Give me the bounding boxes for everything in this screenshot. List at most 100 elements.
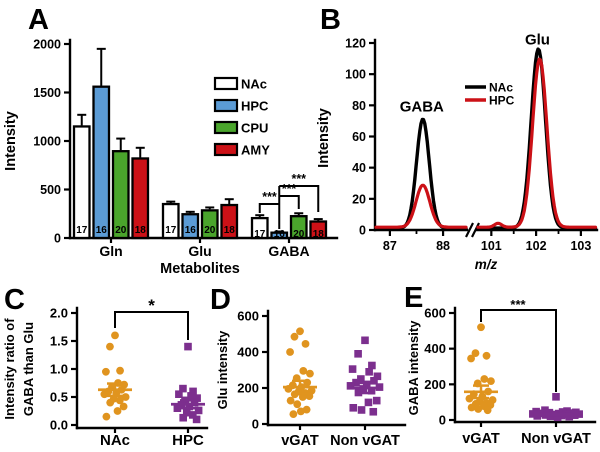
sig-bracket xyxy=(279,185,320,212)
y-axis-title: Intensity xyxy=(316,108,332,168)
scatter-point xyxy=(106,342,114,351)
bar-count-label: 18 xyxy=(224,225,236,236)
x-tick-label: 101 xyxy=(481,239,502,253)
scatter-point xyxy=(368,361,376,370)
scatter-point xyxy=(477,323,485,332)
scatter-point xyxy=(365,368,373,376)
scatter-point xyxy=(179,384,187,393)
category-label: vGAT xyxy=(462,431,500,447)
peak-label-glu: Glu xyxy=(525,32,550,49)
bar-gaba-amy xyxy=(309,220,328,240)
bar-glu-hpc xyxy=(181,213,200,240)
scatter-point xyxy=(487,377,495,386)
scatter-point xyxy=(474,405,483,413)
y-tick-label: 600 xyxy=(424,306,446,321)
y-axis-title: Intensity xyxy=(3,111,19,171)
scatter-point xyxy=(529,410,537,418)
scatter-point xyxy=(552,393,560,401)
legend-label-amy: AMY xyxy=(241,143,270,158)
scatter-point xyxy=(289,410,298,418)
scatter-point xyxy=(483,406,492,415)
legend-label-hpc: HPC xyxy=(241,99,269,114)
scatter-point xyxy=(480,375,489,383)
scatter-point xyxy=(299,367,308,375)
panel-label-e: E xyxy=(404,282,424,314)
scatter-point xyxy=(190,398,199,407)
legend-label-nac: NAc xyxy=(489,81,513,95)
sig-stars: *** xyxy=(510,297,526,312)
bar-count-label: 17 xyxy=(165,225,177,236)
y-tick-label: 0 xyxy=(439,413,446,428)
sig-bracket xyxy=(480,309,557,392)
peak-label-gaba: GABA xyxy=(400,99,444,116)
y-tick-label: 200 xyxy=(424,377,446,392)
category-label: Non vGAT xyxy=(521,431,591,447)
scatter-point xyxy=(111,331,119,340)
scatter-point xyxy=(187,392,195,400)
panel-label-c: C xyxy=(4,284,25,316)
axis-break-icon xyxy=(471,222,480,238)
scatter-point xyxy=(116,366,124,375)
panel-d-dot-plot: 0 200 400 600 Glu intensity vGAT Non vGAT xyxy=(215,309,407,449)
scatter-point xyxy=(100,390,109,399)
panel-c-dot-plot: 0.0 0.5 1.0 1.5 2.0 Intensity ratio of GABA th… xyxy=(2,296,209,449)
y-tick-label: 0.5 xyxy=(50,390,68,405)
scatter-point xyxy=(354,350,362,358)
scatter-point xyxy=(194,406,203,415)
scatter-point xyxy=(467,403,476,412)
legend-swatch-nac xyxy=(213,76,239,91)
scatter-point xyxy=(352,378,360,387)
scatter-point xyxy=(296,407,305,416)
category-label: NAc xyxy=(100,432,130,449)
y-axis-title: GABA than Glu xyxy=(21,322,36,416)
scatter-point xyxy=(533,412,542,420)
scatter-point xyxy=(373,372,382,381)
y-tick-label: 0 xyxy=(359,224,366,238)
bar-count-label: 16 xyxy=(274,229,286,240)
scatter-point xyxy=(113,407,122,415)
sig-stars: *** xyxy=(262,190,277,204)
scatter-point xyxy=(553,413,562,422)
sig-bracket xyxy=(114,311,189,340)
y-tick-label: 1500 xyxy=(33,86,61,100)
y-axis-title: Intensity ratio of xyxy=(2,318,17,420)
y-tick-label: 40 xyxy=(352,161,366,175)
y-tick-label: 1.5 xyxy=(50,334,68,349)
panel-a-bar-chart: 0 500 1000 1500 2000 Intensity Metabolites Gln 1… xyxy=(3,38,339,277)
scatter-point xyxy=(179,413,187,422)
y-tick-label: 600 xyxy=(237,309,259,324)
y-tick-label: 2.0 xyxy=(50,306,68,321)
scatter-point xyxy=(372,396,381,405)
bar-gln-amy xyxy=(131,157,150,240)
legend-swatch-amy xyxy=(213,142,239,157)
scatter-point xyxy=(193,394,201,402)
category-label-gln: Gln xyxy=(99,243,122,259)
scatter-point xyxy=(370,377,378,385)
bar-gaba-nac xyxy=(250,216,269,240)
axis-break-icon xyxy=(465,222,474,238)
scatter-point xyxy=(565,412,574,421)
scatter-point xyxy=(115,396,124,405)
sig-stars: * xyxy=(148,296,155,315)
bar-count-label: 18 xyxy=(313,229,325,240)
scatter-point xyxy=(106,398,115,407)
scatter-point xyxy=(364,398,373,407)
category-label: Non vGAT xyxy=(330,433,400,449)
bar-count-label: 16 xyxy=(96,225,108,236)
scatter-point xyxy=(121,393,130,401)
scatter-point xyxy=(467,354,475,363)
scatter-point xyxy=(306,369,314,378)
scatter-point xyxy=(361,336,369,345)
scatter-point xyxy=(346,382,355,390)
y-tick-label: 80 xyxy=(352,99,366,113)
scatter-point xyxy=(301,340,310,348)
scatter-point xyxy=(290,332,299,341)
y-tick-label: 20 xyxy=(352,192,366,206)
y-tick-label: 1000 xyxy=(33,135,61,149)
scatter-point xyxy=(182,408,191,417)
panel-label-a: A xyxy=(28,4,49,36)
scatter-point xyxy=(293,400,302,409)
y-axis-title: GABA intensity xyxy=(406,320,421,416)
bar-count-label: 20 xyxy=(115,225,127,236)
